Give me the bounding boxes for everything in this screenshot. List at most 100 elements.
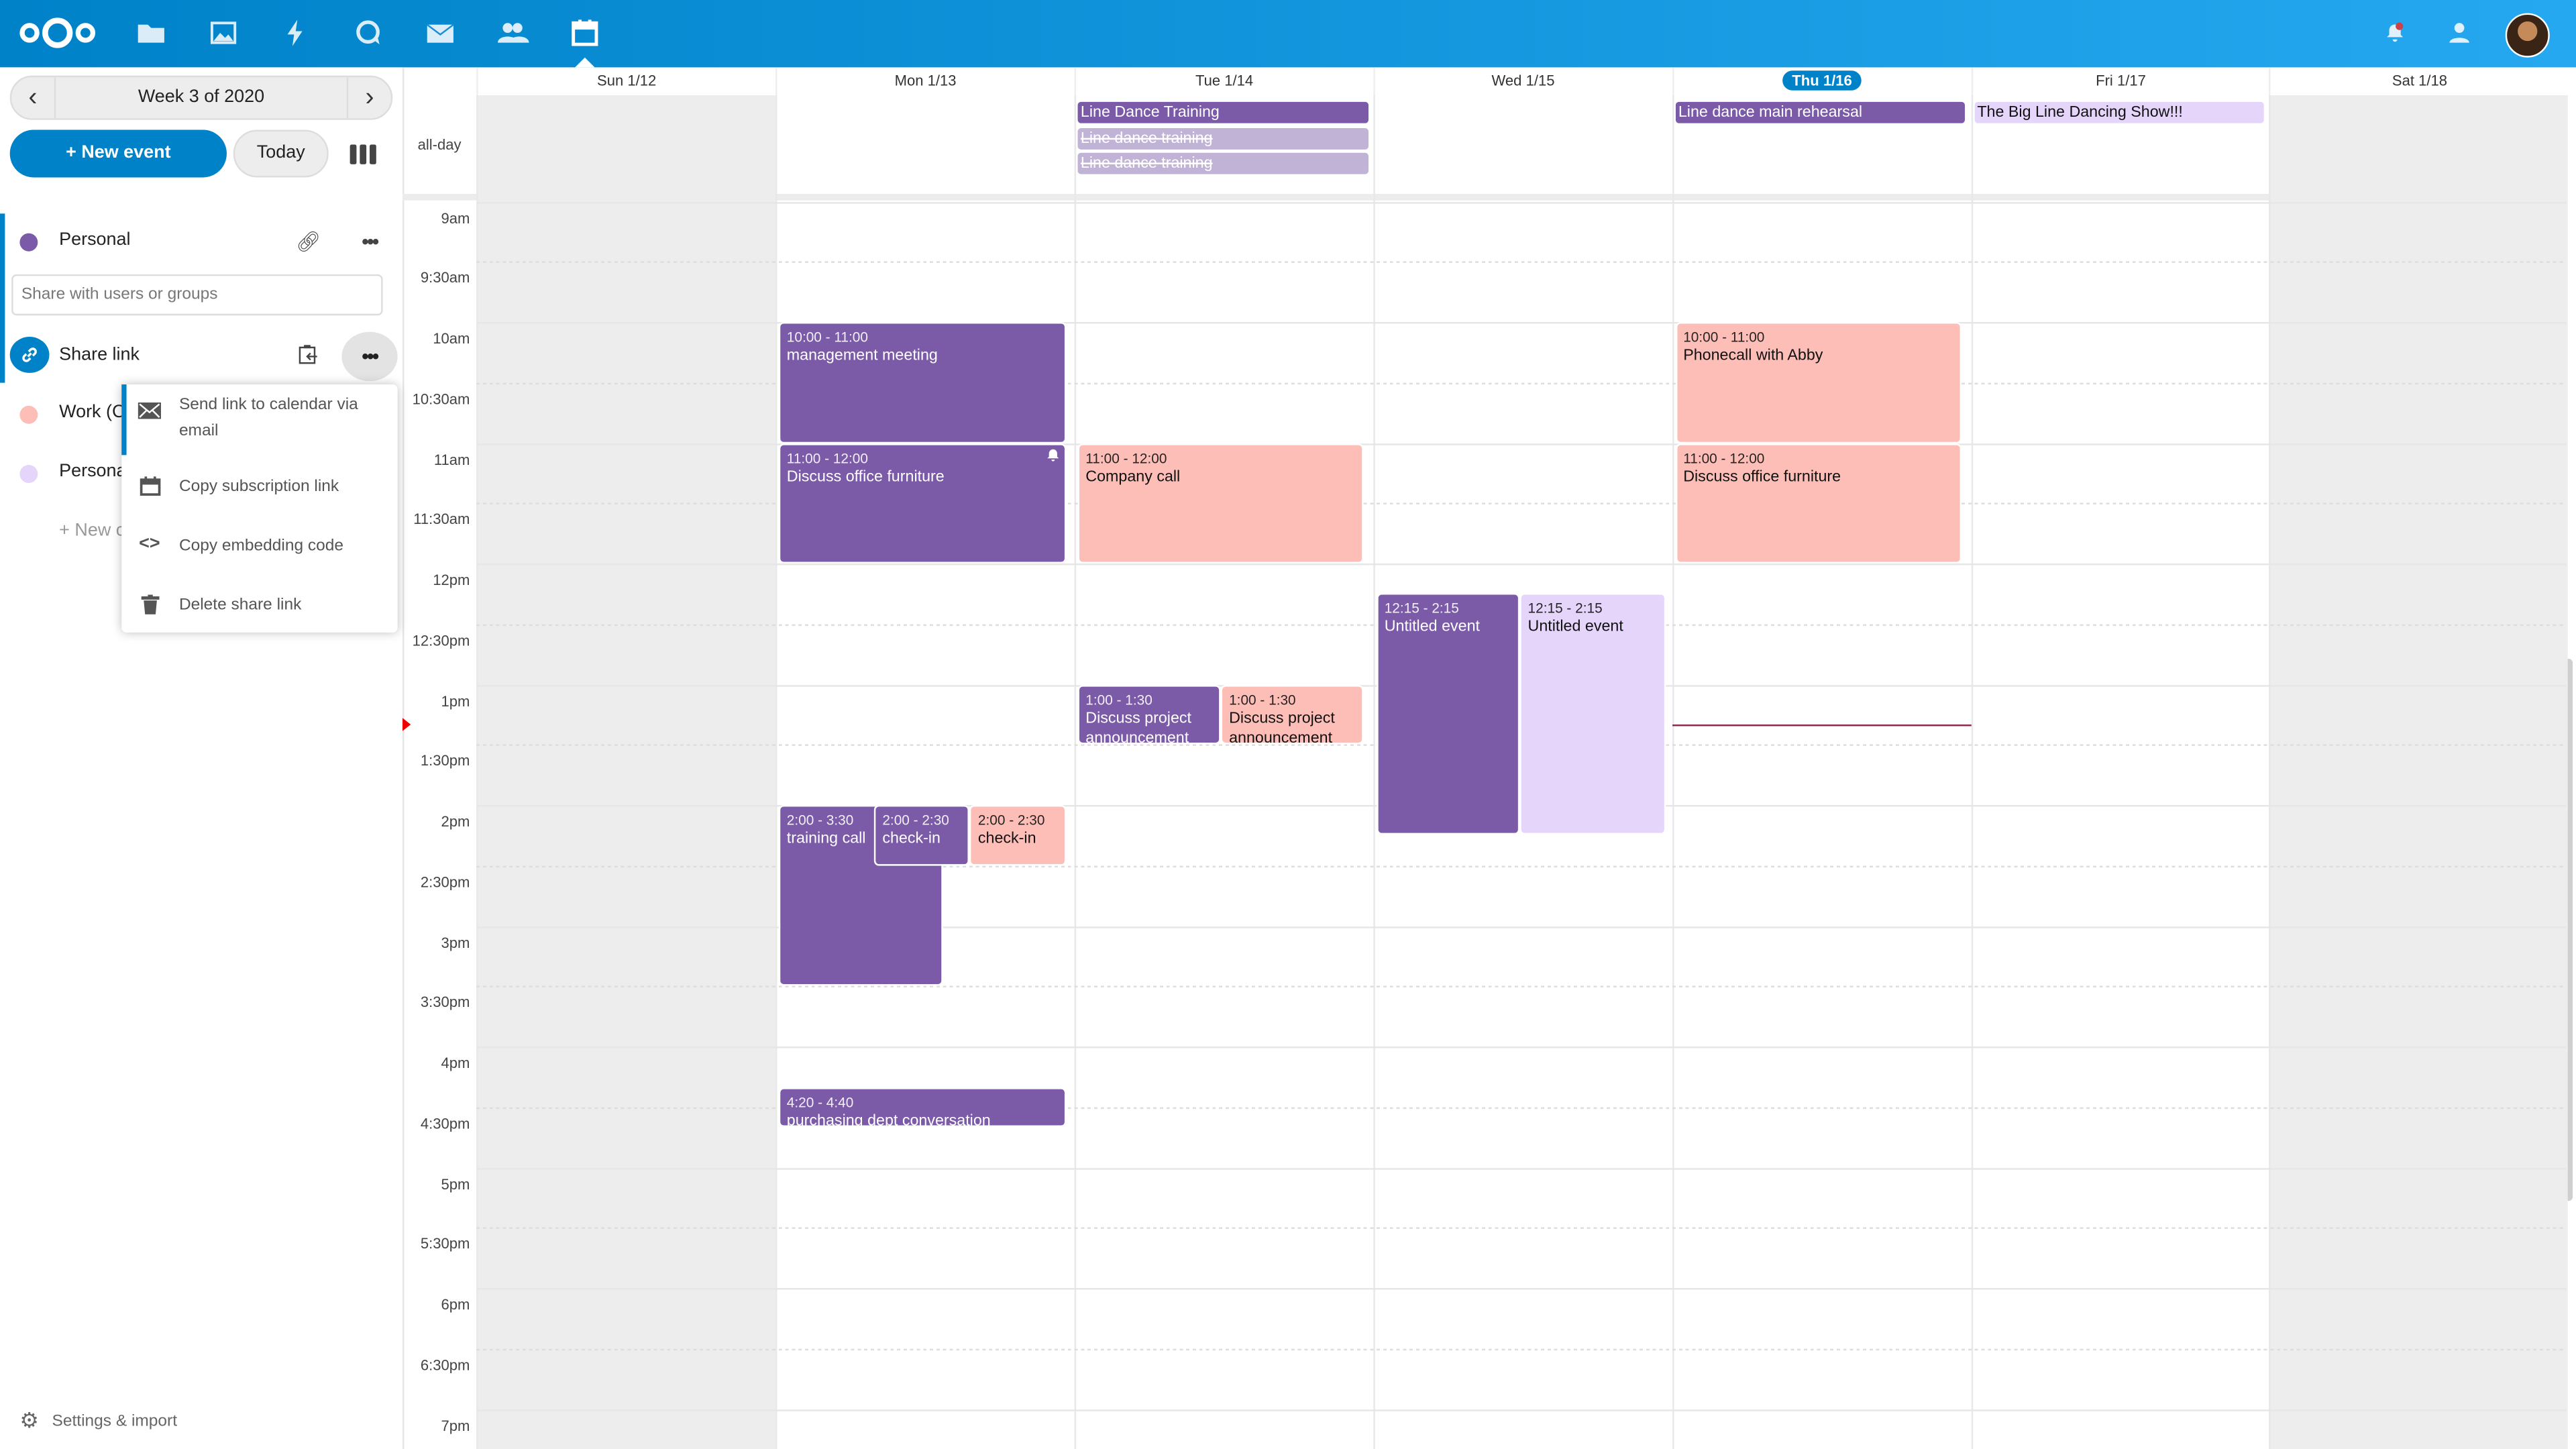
menu-item-delete-share[interactable]: Delete share link [121, 593, 397, 619]
time-label: 5:30pm [420, 1236, 470, 1252]
event-time: 2:00 - 3:30 [786, 811, 854, 828]
event-title: Phonecall with Abby [1683, 346, 1823, 365]
time-label: 4:30pm [420, 1115, 470, 1132]
view-switcher-icon[interactable] [350, 144, 376, 164]
all-day-event[interactable]: Line dance training [1077, 127, 1368, 149]
grid-line [476, 1046, 2567, 1049]
calendar-event[interactable]: 1:00 - 1:30 Discuss project announcement [1220, 684, 1364, 745]
share-link-icon[interactable]: 🔗︎ [295, 229, 321, 254]
calendar-event[interactable]: 2:00 - 2:30 check-in [874, 805, 970, 866]
time-label: 5pm [441, 1175, 470, 1192]
all-day-event[interactable]: The Big Line Dancing Show!!! [1974, 101, 2265, 123]
grid-line [476, 986, 2567, 988]
sidebar: ‹ Week 3 of 2020 › + New event Today Per… [0, 67, 405, 1449]
calendar-event[interactable]: 11:00 - 12:00 Company call [1077, 443, 1364, 564]
day-column[interactable] [476, 95, 775, 1449]
all-day-event[interactable]: Line dance training [1077, 152, 1368, 174]
grid-line [476, 1107, 2567, 1109]
grid-line [476, 262, 2567, 264]
contacts-icon[interactable] [496, 16, 529, 49]
all-day-event[interactable]: Line Dance Training [1077, 101, 1368, 123]
notifications-icon[interactable] [2379, 16, 2412, 49]
more-options-icon[interactable]: ••• [362, 229, 379, 254]
week-picker[interactable]: Week 3 of 2020 [138, 87, 265, 107]
grid-line [476, 1409, 2567, 1411]
calendar-icon [138, 476, 161, 499]
calendar-event[interactable]: 1:00 - 1:30 Discuss project announcement [1077, 684, 1221, 745]
day-column[interactable] [1970, 95, 2269, 1449]
day-header[interactable]: Fri 1/17 [1970, 67, 2269, 96]
activity-icon[interactable] [279, 16, 312, 49]
event-title: purchasing dept conversation [786, 1111, 991, 1128]
new-calendar-button[interactable]: + New c [59, 521, 125, 541]
calendar-event[interactable]: 12:15 - 2:15 Untitled event [1376, 594, 1520, 836]
time-label: 2:30pm [420, 873, 470, 890]
day-column[interactable] [2269, 95, 2569, 1449]
time-label: 9am [441, 209, 470, 226]
files-icon[interactable] [135, 16, 168, 49]
day-header[interactable]: Sat 1/18 [2269, 67, 2568, 96]
grid-line [476, 322, 2567, 324]
share-link-more-button[interactable]: ••• [341, 331, 398, 382]
day-label: Fri 1/17 [2096, 72, 2146, 89]
calendar-event[interactable]: 2:00 - 2:30 check-in [969, 805, 1066, 866]
calendar-item-work[interactable]: Work (C [0, 389, 402, 438]
grid-line [476, 564, 2567, 566]
time-label: 3:30pm [420, 994, 470, 1011]
calendar-item-personal[interactable]: Personal 🔗︎ ••• [0, 217, 402, 266]
day-header[interactable]: Mon 1/13 [775, 67, 1074, 96]
menu-item-send-email[interactable]: Send link to calendar via email [121, 392, 397, 455]
calendar-event[interactable]: 10:00 - 11:00 Phonecall with Abby [1674, 322, 1962, 443]
time-label: 10:30am [412, 390, 470, 407]
grid-line [476, 1228, 2567, 1230]
menu-item-copy-embed[interactable]: <> Copy embedding code [121, 534, 397, 560]
calendar-color-dot[interactable] [19, 233, 38, 252]
contacts-menu-icon[interactable] [2443, 16, 2476, 49]
calendar-event[interactable]: 11:00 - 12:00 Discuss office furniture [778, 443, 1066, 564]
calendar-icon[interactable] [568, 16, 601, 49]
today-button[interactable]: Today [233, 129, 329, 178]
day-column[interactable] [775, 95, 1074, 1449]
day-header[interactable]: Sun 1/12 [476, 67, 775, 96]
day-header[interactable]: Thu 1/16 [1672, 67, 1970, 96]
code-icon: <> [139, 533, 160, 554]
day-header[interactable]: Tue 1/14 [1074, 67, 1373, 96]
event-time: 4:20 - 4:40 [786, 1093, 854, 1110]
active-app-indicator [575, 57, 595, 68]
calendar-event[interactable]: 10:00 - 11:00 management meeting [778, 322, 1066, 443]
calendar-event[interactable]: 11:00 - 12:00 Discuss office furniture [1674, 443, 1962, 564]
day-column[interactable] [1672, 95, 1970, 1449]
nextcloud-logo[interactable] [16, 15, 98, 51]
previous-week-button[interactable]: ‹ [11, 77, 56, 119]
time-label: 7pm [441, 1417, 470, 1434]
event-title: Untitled event [1384, 618, 1480, 637]
grid-line [476, 201, 2567, 203]
top-bar [0, 0, 2576, 68]
next-week-button[interactable]: › [346, 77, 391, 119]
day-header[interactable]: Wed 1/15 [1373, 67, 1672, 96]
photos-icon[interactable] [207, 16, 240, 49]
copy-to-clipboard-icon[interactable] [296, 343, 319, 366]
menu-item-copy-subscription[interactable]: Copy subscription link [121, 475, 397, 501]
event-title: training call [786, 829, 866, 848]
calendar-event[interactable]: 12:15 - 2:15 Untitled event [1519, 594, 1666, 836]
settings-button[interactable]: ⚙ Settings & import [19, 1408, 177, 1434]
mail-icon[interactable] [424, 16, 457, 49]
calendar-color-dot[interactable] [19, 465, 38, 484]
day-column[interactable] [1074, 95, 1373, 1449]
all-day-event[interactable]: Line dance main rehearsal [1674, 101, 1966, 123]
calendar-name: Persona [59, 462, 127, 482]
event-title: Discuss office furniture [1683, 467, 1841, 486]
avatar[interactable] [2505, 13, 2550, 58]
talk-icon[interactable] [352, 16, 384, 49]
share-with-input[interactable]: Share with users or groups [11, 274, 383, 316]
calendar-color-dot[interactable] [19, 405, 38, 424]
new-event-button[interactable]: + New event [9, 129, 227, 178]
day-column[interactable] [1373, 95, 1672, 1449]
settings-label: Settings & import [52, 1411, 178, 1430]
share-link-icon [9, 337, 50, 373]
event-title: management meeting [786, 346, 938, 365]
calendar-event[interactable]: 4:20 - 4:40 purchasing dept conversation [778, 1087, 1066, 1128]
day-label: Sat 1/18 [2392, 72, 2447, 89]
calendar-item-personal-2[interactable]: Persona [0, 449, 402, 498]
